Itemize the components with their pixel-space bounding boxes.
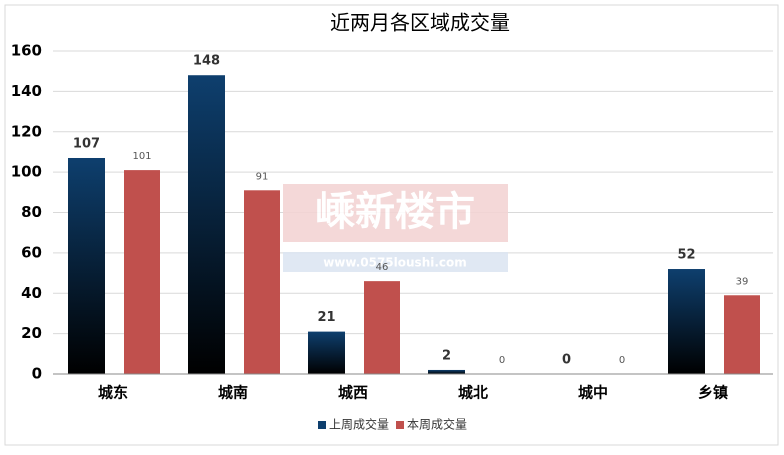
x-tick-label: 城中 xyxy=(578,384,608,402)
value-label: 46 xyxy=(376,262,389,273)
value-label: 2 xyxy=(442,348,451,363)
bar xyxy=(364,281,400,374)
chart-title: 近两月各区域成交量 xyxy=(330,11,510,35)
value-label: 0 xyxy=(499,355,505,366)
legend-label: 上周成交量 xyxy=(329,417,389,432)
bar xyxy=(244,190,280,374)
y-tick-label: 100 xyxy=(11,163,42,181)
bar xyxy=(724,295,760,374)
watermark-title: 嵊新楼市 xyxy=(315,188,475,235)
value-label: 0 xyxy=(619,355,625,366)
watermark: 嵊新楼市 www.0575loushi.com xyxy=(283,184,508,272)
watermark-url: www.0575loushi.com xyxy=(323,256,467,270)
y-tick-label: 120 xyxy=(11,122,42,140)
legend-swatch xyxy=(396,421,404,429)
y-tick-label: 160 xyxy=(11,42,42,60)
y-tick-label: 20 xyxy=(21,324,42,342)
legend-swatch xyxy=(318,421,326,429)
x-tick-label: 城西 xyxy=(338,384,368,402)
bar xyxy=(68,157,105,374)
bar xyxy=(668,269,705,374)
y-tick-label: 0 xyxy=(32,365,42,383)
value-label: 91 xyxy=(256,171,269,182)
legend-label: 本周成交量 xyxy=(407,417,467,432)
x-tick-label: 城北 xyxy=(458,384,488,402)
y-tick-label: 40 xyxy=(21,284,42,302)
y-tick-label: 60 xyxy=(21,243,42,261)
value-label: 107 xyxy=(73,136,100,151)
bar xyxy=(308,331,345,374)
value-label: 21 xyxy=(317,310,335,325)
y-tick-label: 140 xyxy=(11,82,42,100)
bar xyxy=(124,170,160,374)
value-label: 148 xyxy=(193,54,220,69)
bar xyxy=(428,369,465,374)
y-tick-label: 80 xyxy=(21,203,42,221)
bar xyxy=(188,75,225,374)
x-tick-label: 城东 xyxy=(98,384,128,402)
value-label: 0 xyxy=(562,353,571,368)
x-tick-label: 城南 xyxy=(218,384,248,402)
value-label: 39 xyxy=(736,276,749,287)
x-tick-label: 乡镇 xyxy=(698,384,728,402)
value-label: 101 xyxy=(132,151,151,162)
value-label: 52 xyxy=(677,248,695,263)
